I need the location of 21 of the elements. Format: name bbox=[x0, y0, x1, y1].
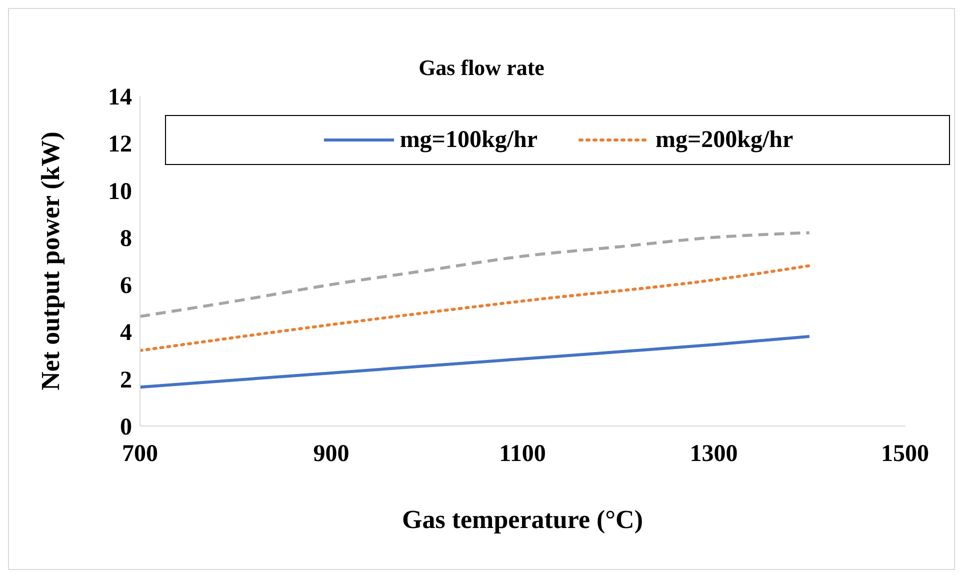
x-tick-label: 900 bbox=[313, 441, 350, 468]
x-tick-label: 1100 bbox=[499, 441, 546, 468]
y-tick-label: 14 bbox=[108, 84, 132, 111]
y-tick-label: 8 bbox=[120, 226, 132, 252]
line-series bbox=[140, 231, 811, 318]
chart-title: Gas flow rate bbox=[418, 55, 546, 81]
y-axis-title: Net output power (kW) bbox=[36, 132, 66, 390]
x-tick-label: 700 bbox=[122, 441, 158, 468]
legend-label: mg=200kg/hr bbox=[656, 126, 794, 154]
y-tick-label: 4 bbox=[120, 320, 132, 346]
y-tick-label: 0 bbox=[120, 414, 132, 441]
legend-label: mg=100kg/hr bbox=[400, 126, 538, 154]
y-tick-label: 12 bbox=[108, 132, 132, 158]
y-tick-label: 10 bbox=[108, 178, 132, 205]
line-series bbox=[140, 264, 811, 352]
x-tick-label: 1300 bbox=[690, 441, 738, 468]
x-axis-title: Gas temperature (°C) bbox=[402, 505, 643, 534]
y-tick-label: 2 bbox=[120, 367, 132, 394]
y-tick-label: 6 bbox=[120, 273, 132, 300]
line-series bbox=[140, 334, 811, 389]
x-tick-label: 1500 bbox=[881, 441, 929, 468]
